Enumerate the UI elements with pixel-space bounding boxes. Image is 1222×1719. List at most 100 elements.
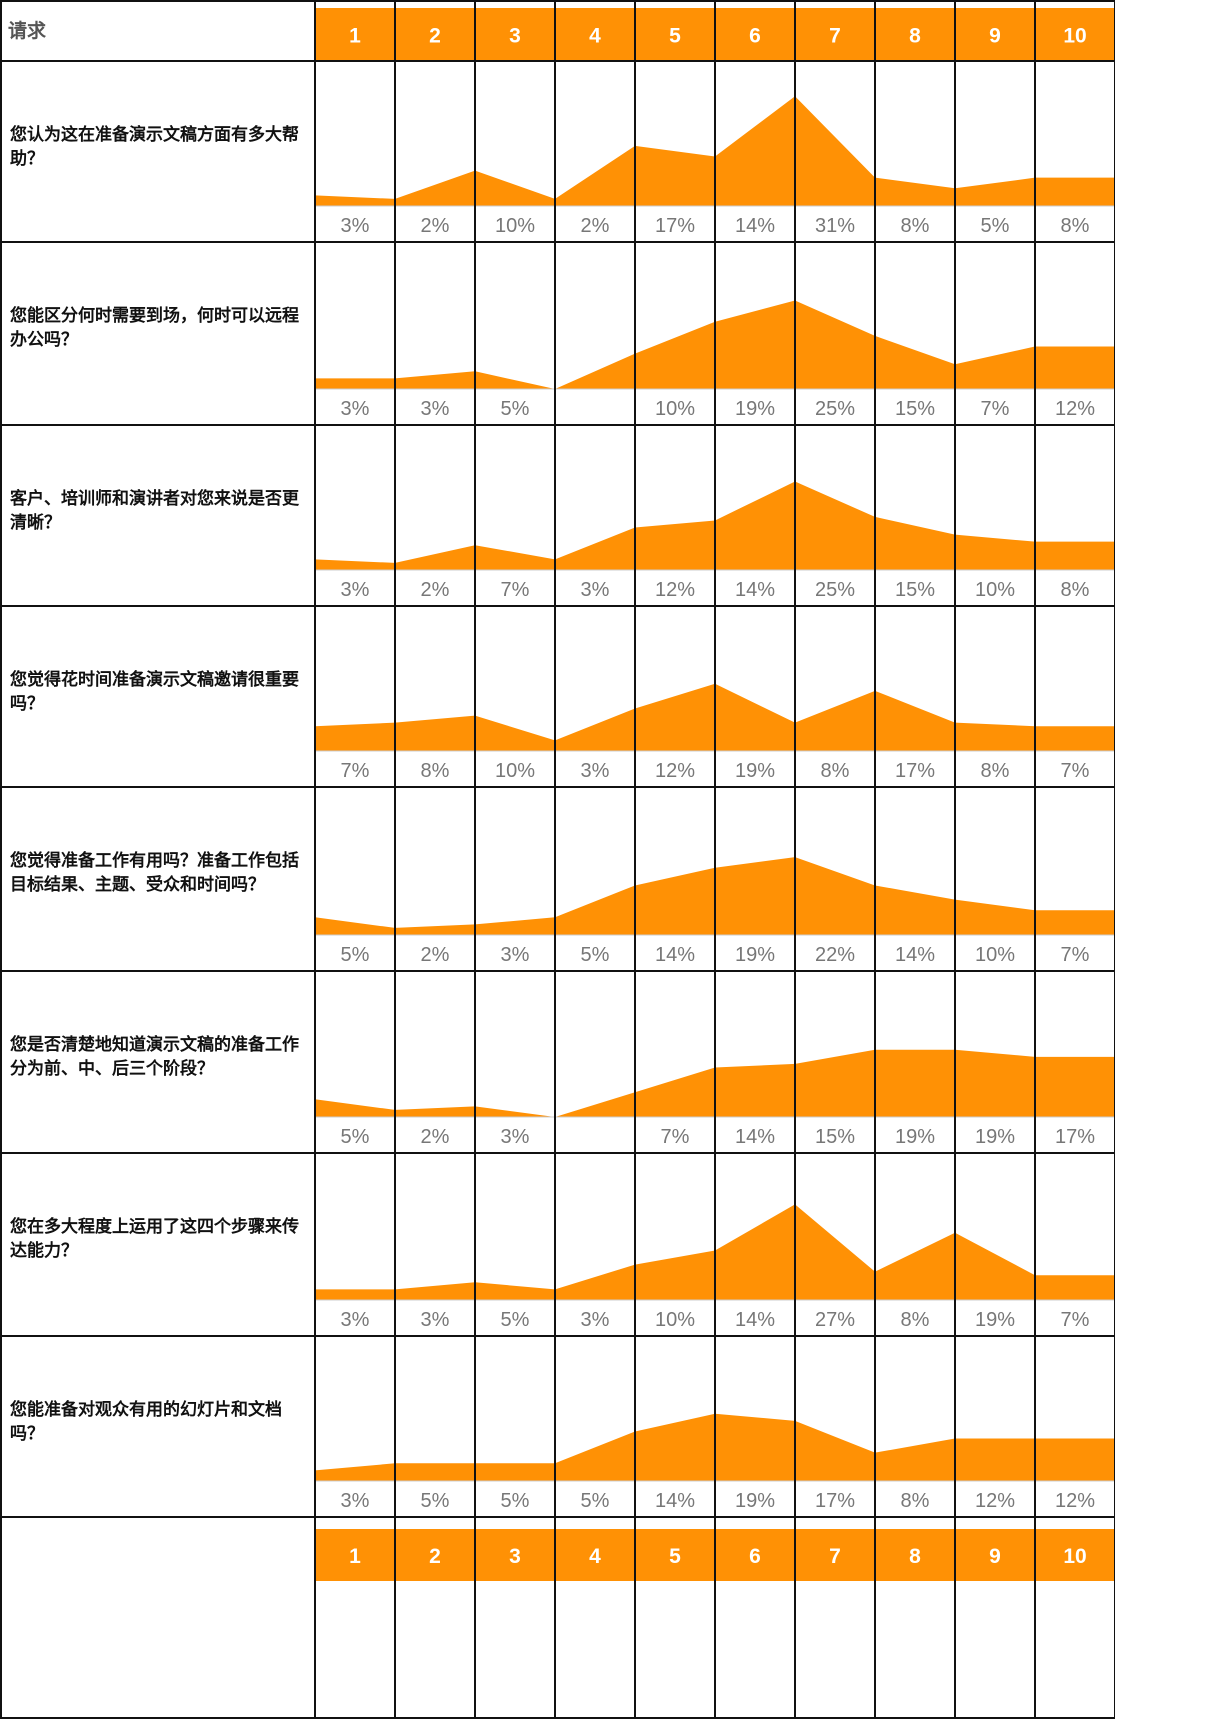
value-label-r2-c9: 7% <box>981 398 1010 420</box>
value-label-r8-c7: 17% <box>815 1490 855 1512</box>
header-col-bg-4 <box>555 8 635 61</box>
row-question-3: 客户、培训师和演讲者对您来说是否更清晰？ <box>10 489 299 532</box>
value-label-r3-c6: 14% <box>735 579 775 601</box>
value-label-r4-c6: 19% <box>735 760 775 782</box>
value-label-r5-c1: 5% <box>341 944 370 966</box>
header-col-bg-3 <box>475 8 555 61</box>
value-label-r8-c6: 19% <box>735 1490 775 1512</box>
header-col-number-10: 10 <box>1063 25 1086 48</box>
footer-col-bg-8 <box>875 1529 955 1581</box>
value-label-r3-c1: 3% <box>341 579 370 601</box>
value-label-r8-c2: 5% <box>421 1490 450 1512</box>
footer-col-number-2: 2 <box>429 1545 441 1568</box>
value-label-r3-c2: 2% <box>421 579 450 601</box>
value-label-r7-c6: 14% <box>735 1309 775 1331</box>
footer-col-number-8: 8 <box>909 1545 921 1568</box>
value-label-r2-c10: 12% <box>1055 398 1095 420</box>
value-label-r8-c9: 12% <box>975 1490 1015 1512</box>
value-label-r5-c4: 5% <box>581 944 610 966</box>
footer-col-number-1: 1 <box>349 1545 361 1568</box>
value-label-r2-c8: 15% <box>895 398 935 420</box>
value-label-r7-c8: 8% <box>901 1309 930 1331</box>
value-label-r1-c6: 14% <box>735 215 775 237</box>
value-label-r5-c6: 19% <box>735 944 775 966</box>
value-label-r3-c8: 15% <box>895 579 935 601</box>
value-label-r7-c2: 3% <box>421 1309 450 1331</box>
footer-col-bg-10 <box>1035 1529 1115 1581</box>
value-label-r6-c7: 15% <box>815 1126 855 1148</box>
value-label-r2-c6: 19% <box>735 398 775 420</box>
row-question-2: 您能区分何时需要到场，何时可以远程办公吗？ <box>10 306 299 349</box>
header-col-number-3: 3 <box>509 25 521 48</box>
value-label-r3-c9: 10% <box>975 579 1015 601</box>
value-label-r5-c9: 10% <box>975 944 1015 966</box>
value-label-r4-c2: 8% <box>421 760 450 782</box>
value-label-r5-c2: 2% <box>421 944 450 966</box>
value-label-r2-c3: 5% <box>501 398 530 420</box>
header-col-number-1: 1 <box>349 25 361 48</box>
header-col-number-8: 8 <box>909 25 921 48</box>
value-label-r5-c7: 22% <box>815 944 855 966</box>
footer-col-number-7: 7 <box>829 1545 841 1568</box>
value-label-r2-c1: 3% <box>341 398 370 420</box>
chart-canvas: 1 2 3 4 5 6 7 8 9 10 1 2 3 4 5 6 7 8 9 10 3% 2% 10% 2% 17% 14% 31%… <box>0 0 1115 1719</box>
value-label-r4-c8: 17% <box>895 760 935 782</box>
footer-col-number-5: 5 <box>669 1545 681 1568</box>
value-label-r7-c4: 3% <box>581 1309 610 1331</box>
value-label-r5-c5: 14% <box>655 944 695 966</box>
footer-col-number-10: 10 <box>1063 1545 1086 1568</box>
value-label-r4-c5: 12% <box>655 760 695 782</box>
value-label-r4-c1: 7% <box>341 760 370 782</box>
footer-col-number-6: 6 <box>749 1545 761 1568</box>
value-label-r4-c4: 3% <box>581 760 610 782</box>
value-label-r7-c5: 10% <box>655 1309 695 1331</box>
header-col-number-6: 6 <box>749 25 761 48</box>
value-label-r4-c9: 8% <box>981 760 1010 782</box>
value-label-r6-c1: 5% <box>341 1126 370 1148</box>
value-label-r8-c4: 5% <box>581 1490 610 1512</box>
footer-col-bg-6 <box>715 1529 795 1581</box>
value-label-r1-c7: 31% <box>815 215 855 237</box>
header-col-number-7: 7 <box>829 25 841 48</box>
value-label-r3-c4: 3% <box>581 579 610 601</box>
value-label-r6-c6: 14% <box>735 1126 775 1148</box>
value-label-r8-c3: 5% <box>501 1490 530 1512</box>
value-label-r4-c10: 7% <box>1061 760 1090 782</box>
header-col-bg-1 <box>315 8 395 61</box>
value-label-r5-c3: 3% <box>501 944 530 966</box>
header-col-bg-5 <box>635 8 715 61</box>
row-question-8: 您能准备对观众有用的幻灯片和文档吗？ <box>10 1400 282 1443</box>
value-label-r2-c7: 25% <box>815 398 855 420</box>
footer-col-bg-3 <box>475 1529 555 1581</box>
footer-col-bg-4 <box>555 1529 635 1581</box>
value-label-r2-c2: 3% <box>421 398 450 420</box>
header-col-bg-7 <box>795 8 875 61</box>
header-col-bg-6 <box>715 8 795 61</box>
value-label-r3-c10: 8% <box>1061 579 1090 601</box>
row-question-5: 您觉得准备工作有用吗？准备工作包括目标结果、主题、受众和时间吗？ <box>10 851 299 894</box>
value-label-r8-c5: 14% <box>655 1490 695 1512</box>
row-question-7: 您在多大程度上运用了这四个步骤来传达能力？ <box>10 1217 299 1260</box>
value-label-r6-c5: 7% <box>661 1126 690 1148</box>
value-label-r1-c2: 2% <box>421 215 450 237</box>
value-label-r4-c7: 8% <box>821 760 850 782</box>
value-label-r7-c1: 3% <box>341 1309 370 1331</box>
value-label-r1-c4: 2% <box>581 215 610 237</box>
value-label-r6-c3: 3% <box>501 1126 530 1148</box>
value-label-r2-c5: 10% <box>655 398 695 420</box>
value-label-r6-c8: 19% <box>895 1126 935 1148</box>
value-label-r3-c7: 25% <box>815 579 855 601</box>
header-col-number-2: 2 <box>429 25 441 48</box>
header-col-number-9: 9 <box>989 25 1001 48</box>
value-label-r7-c3: 5% <box>501 1309 530 1331</box>
value-label-r7-c7: 27% <box>815 1309 855 1331</box>
value-label-r8-c1: 3% <box>341 1490 370 1512</box>
value-label-r1-c8: 8% <box>901 215 930 237</box>
value-label-r3-c5: 12% <box>655 579 695 601</box>
footer-col-bg-7 <box>795 1529 875 1581</box>
value-label-r6-c9: 19% <box>975 1126 1015 1148</box>
footer-col-number-3: 3 <box>509 1545 521 1568</box>
value-label-r1-c9: 5% <box>981 215 1010 237</box>
header-col-number-4: 4 <box>589 25 601 48</box>
value-label-r6-c10: 17% <box>1055 1126 1095 1148</box>
